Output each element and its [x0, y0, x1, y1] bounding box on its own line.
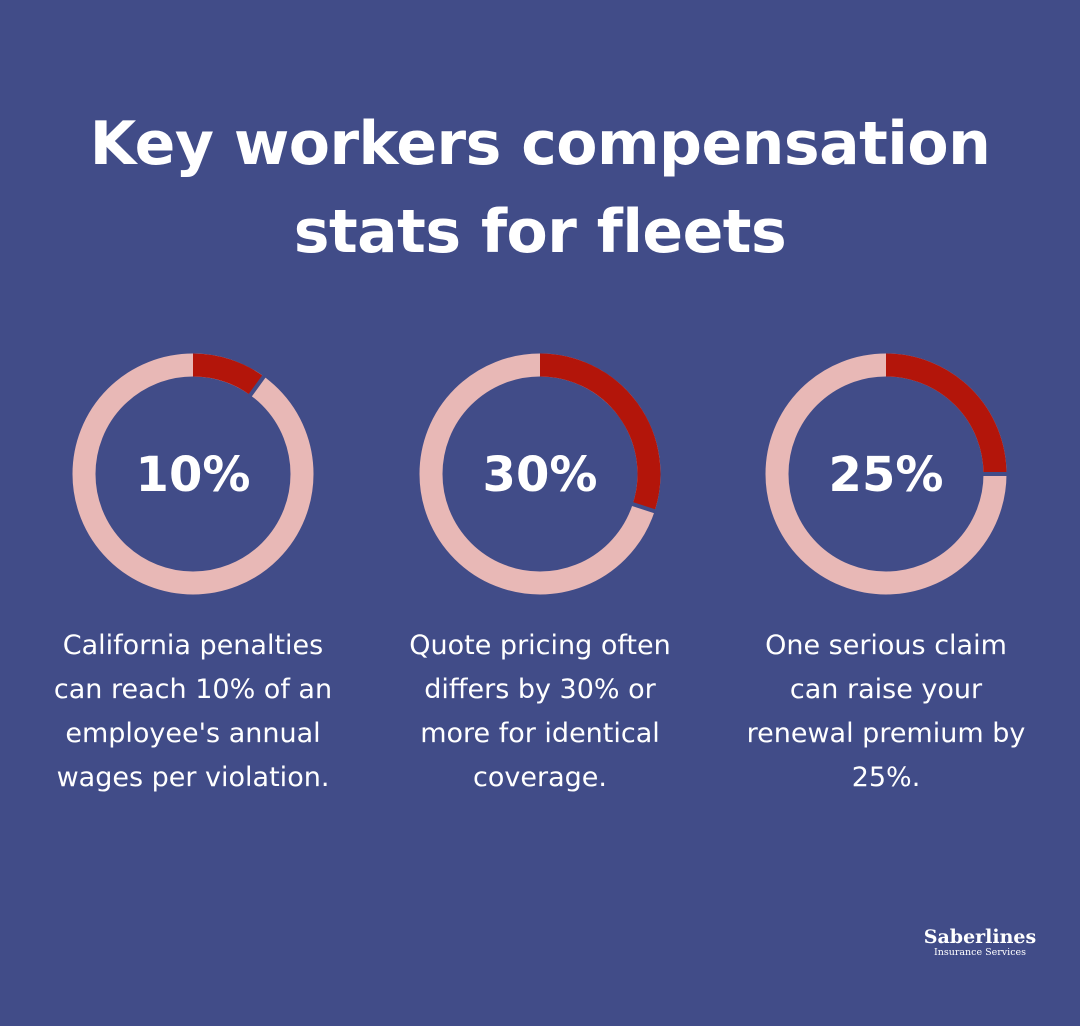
brand-tagline: Insurance Services — [933, 947, 1027, 958]
description-line: can raise your — [789, 674, 983, 705]
donut-chart-renewal-premium: 25% — [765, 353, 1008, 595]
description-line: renewal premium by — [746, 718, 1026, 749]
description-line: employee's annual — [65, 718, 321, 749]
description-line: Quote pricing often — [409, 630, 671, 661]
stat-description: California penalties can reach 10% of an… — [23, 624, 363, 800]
stat-description: Quote pricing often differs by 30% or mo… — [370, 624, 710, 800]
donut-value-arc — [192, 353, 264, 396]
description-line: can reach 10% of an — [53, 674, 333, 705]
stat-percentage: 30% — [483, 447, 598, 503]
description-line: 25%. — [851, 762, 921, 793]
stat-description: One serious claim can raise your renewal… — [716, 624, 1056, 800]
donut-value-divider — [247, 374, 267, 398]
donut-value-arc — [885, 353, 1007, 475]
description-line: differs by 30% or — [424, 674, 656, 705]
title-line-1: Key workers compensation — [89, 109, 991, 179]
stat-percentage: 25% — [829, 447, 944, 503]
donut-value-arc — [539, 353, 661, 512]
description-line: wages per violation. — [56, 762, 330, 793]
stat-percentage: 10% — [136, 447, 251, 503]
description-line: One serious claim — [765, 630, 1007, 661]
description-line: California penalties — [62, 630, 324, 661]
donut-chart-quote-pricing: 30% — [419, 353, 661, 595]
description-line: more for identical — [420, 718, 660, 749]
donut-chart-penalties: 10% — [72, 353, 314, 595]
brand-name: Saberlines — [923, 926, 1037, 948]
brand-logo: Saberlines Insurance Services — [908, 926, 1052, 958]
donut-value-divider — [630, 501, 657, 514]
page-title: Key workers compensation stats for fleet… — [0, 100, 1080, 276]
title-line-2: stats for fleets — [293, 197, 787, 267]
description-line: coverage. — [473, 762, 607, 793]
